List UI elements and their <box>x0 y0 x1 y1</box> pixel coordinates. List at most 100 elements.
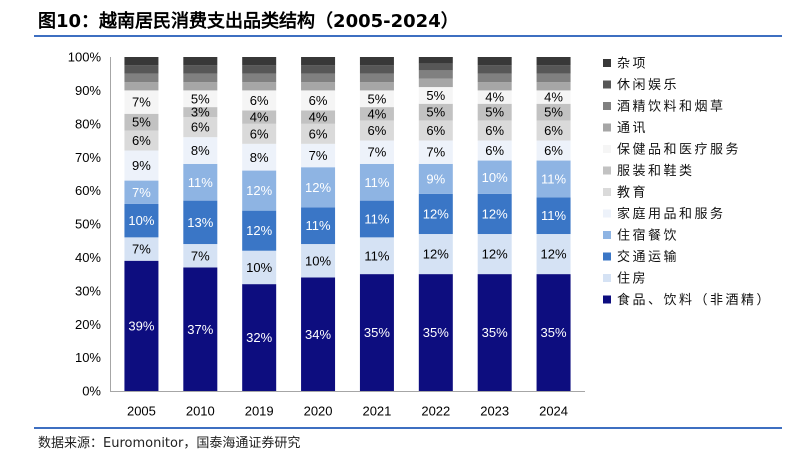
bar-segment <box>242 82 277 91</box>
bar-stack <box>183 57 218 391</box>
data-label-unit: % <box>551 123 563 138</box>
bar-segment <box>301 207 336 245</box>
data-label-value: 7 <box>132 185 139 200</box>
legend-label: 住宿餐饮 <box>617 228 679 244</box>
legend-swatch <box>603 80 611 89</box>
bar-segment <box>359 107 394 121</box>
x-tick-label: 2021 <box>362 404 391 419</box>
data-label-value: 4 <box>309 110 316 125</box>
x-tick-label: 2020 <box>304 404 333 419</box>
data-label: 7% <box>132 185 151 200</box>
data-label: 9% <box>426 171 445 186</box>
legend-item: 服装和鞋类 <box>603 163 692 179</box>
bar-segment <box>477 274 512 391</box>
data-label-unit: % <box>496 247 508 262</box>
data-label-value: 7 <box>132 95 139 110</box>
bar-segment <box>536 82 571 91</box>
legend-item: 保健品和医疗服务 <box>603 142 739 158</box>
data-label-unit: % <box>434 88 446 103</box>
data-label-unit: % <box>198 120 210 135</box>
legend-label: 教育 <box>617 185 648 201</box>
data-label-value: 10 <box>482 170 496 185</box>
data-label-value: 5 <box>426 105 433 120</box>
data-label-value: 11 <box>541 208 555 223</box>
bar-segment <box>242 110 277 124</box>
bar-segment <box>477 140 512 161</box>
data-label-unit: % <box>375 106 387 121</box>
data-label-value: 4 <box>544 90 551 105</box>
data-label-value: 7 <box>368 145 375 160</box>
x-tick-label: 2019 <box>245 404 274 419</box>
data-label-unit: % <box>143 213 155 228</box>
legend-label: 杂项 <box>617 57 648 72</box>
bar-stack <box>536 57 571 391</box>
data-label: 6% <box>544 143 563 158</box>
data-label-unit: % <box>378 175 390 190</box>
y-tick-label: 100% <box>68 50 102 65</box>
data-label-value: 6 <box>485 123 492 138</box>
bar-segment <box>359 82 394 91</box>
data-label: 5% <box>485 105 504 120</box>
page-title: 图10：越南居民消费支出品类结构（2005-2024） <box>38 11 459 32</box>
legend-swatch <box>603 166 611 175</box>
data-label-unit: % <box>378 325 390 340</box>
data-label-unit: % <box>198 105 210 120</box>
data-label-value: 4 <box>485 90 492 105</box>
data-label: 39% <box>128 318 154 333</box>
data-label-unit: % <box>202 322 214 337</box>
data-label-unit: % <box>437 325 449 340</box>
legend-label: 住房 <box>617 271 648 287</box>
bar-stack <box>301 57 336 391</box>
data-label-value: 4 <box>368 106 375 121</box>
data-label-value: 7 <box>132 242 139 257</box>
bar-segment <box>536 90 571 104</box>
data-label-unit: % <box>375 91 387 106</box>
data-label-unit: % <box>201 175 213 190</box>
legend-item: 酒精饮料和烟草 <box>603 100 723 115</box>
bar-segment <box>536 103 571 121</box>
data-label-value: 12 <box>482 247 496 262</box>
data-label-value: 12 <box>482 207 496 222</box>
data-label-value: 8 <box>191 143 198 158</box>
data-label-unit: % <box>555 325 567 340</box>
y-tick-label: 50% <box>75 217 101 232</box>
data-label: 35% <box>541 325 567 340</box>
y-tick-label: 60% <box>75 183 101 198</box>
bar-segment <box>183 137 218 164</box>
bar-segment <box>359 73 394 83</box>
bar-stack <box>359 57 394 391</box>
bar-segment <box>301 143 336 168</box>
data-label-unit: % <box>139 185 151 200</box>
legend-label: 通讯 <box>617 121 648 136</box>
bar-segment <box>242 284 277 391</box>
bar-segment <box>301 57 336 66</box>
data-label: 12% <box>246 223 272 238</box>
data-label-value: 5 <box>426 88 433 103</box>
legend-item: 家庭用品和服务 <box>603 206 723 222</box>
data-label: 7% <box>368 145 387 160</box>
y-tick-label: 30% <box>75 283 101 298</box>
bar-segment <box>477 193 512 235</box>
bar-segment <box>418 193 453 235</box>
x-tick-label: 2010 <box>186 404 215 419</box>
bar-segment <box>359 274 394 391</box>
data-label-value: 34 <box>305 327 319 342</box>
legend-item: 教育 <box>603 185 648 201</box>
bar-segment <box>242 250 277 285</box>
x-tick-label: 2005 <box>127 404 156 419</box>
bar-segment <box>536 57 571 66</box>
bar-segment <box>124 82 159 91</box>
data-label-value: 12 <box>246 223 260 238</box>
data-label-unit: % <box>139 95 151 110</box>
data-label: 8% <box>250 150 269 165</box>
data-label: 35% <box>364 325 390 340</box>
data-label: 4% <box>309 110 328 125</box>
data-label: 4% <box>368 106 387 121</box>
bar-segment <box>477 234 512 275</box>
legend-swatch <box>603 188 611 196</box>
bar-segment <box>359 90 394 108</box>
bar-segment <box>359 120 394 141</box>
bar-segment <box>418 234 453 275</box>
data-label-unit: % <box>437 207 449 222</box>
